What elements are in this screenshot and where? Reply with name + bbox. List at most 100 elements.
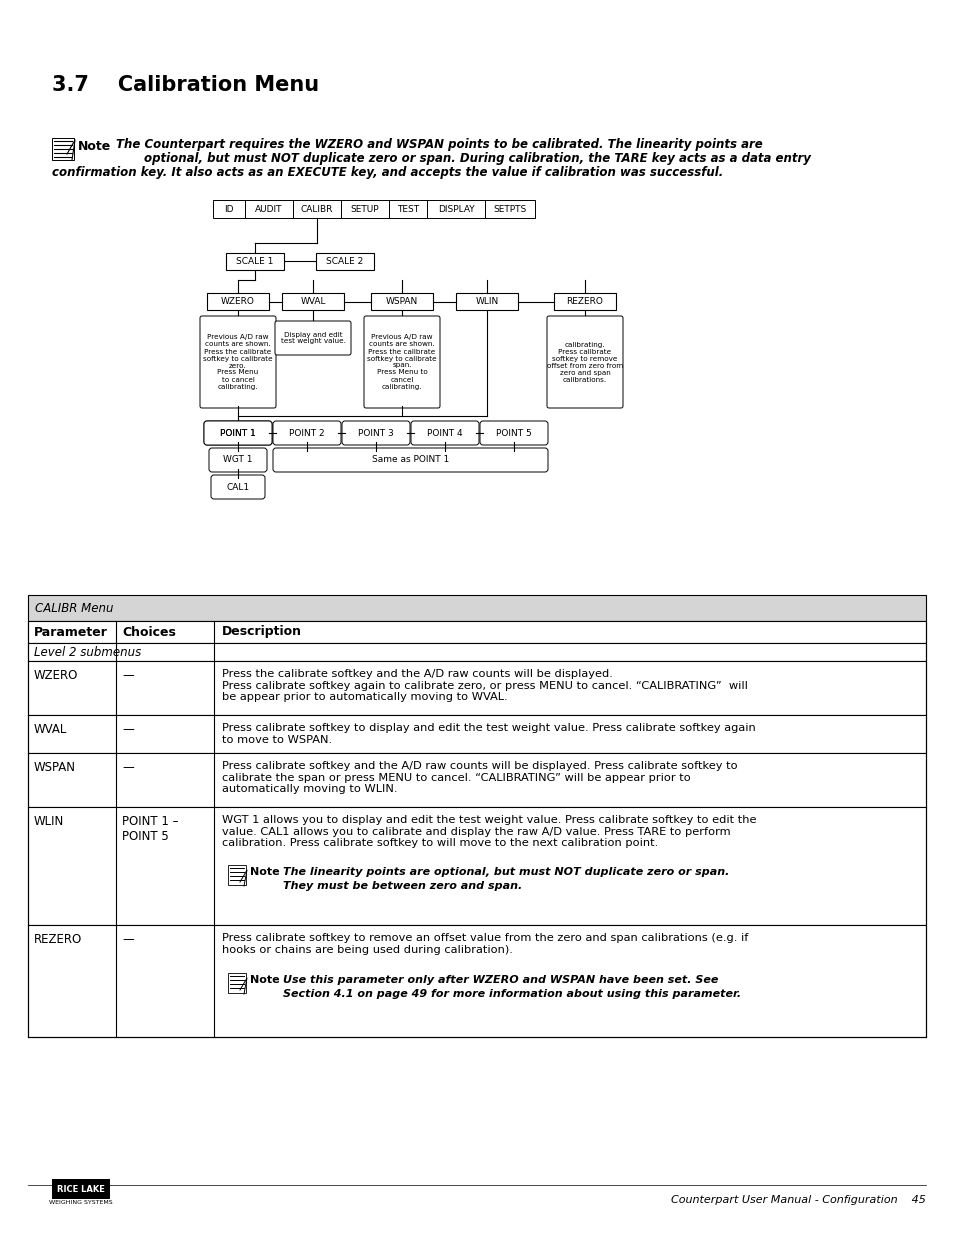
Text: Choices: Choices: [122, 625, 175, 638]
Bar: [456, 293, 517, 310]
FancyBboxPatch shape: [204, 421, 272, 445]
FancyBboxPatch shape: [273, 448, 547, 472]
Text: Press calibrate softkey to display and edit the test weight value. Press calibra: Press calibrate softkey to display and e…: [222, 722, 755, 745]
Text: POINT 4: POINT 4: [427, 429, 462, 437]
Text: WEIGHING SYSTEMS: WEIGHING SYSTEMS: [50, 1200, 112, 1205]
Text: CAL1: CAL1: [226, 483, 250, 492]
Text: POINT 3: POINT 3: [357, 429, 394, 437]
FancyBboxPatch shape: [411, 421, 478, 445]
Text: Counterpart User Manual - Configuration    45: Counterpart User Manual - Configuration …: [670, 1195, 925, 1205]
Text: REZERO: REZERO: [34, 932, 82, 946]
FancyBboxPatch shape: [204, 421, 272, 445]
Text: Use this parameter only after WZERO and WSPAN have been set. See: Use this parameter only after WZERO and …: [283, 974, 718, 986]
FancyBboxPatch shape: [364, 316, 439, 408]
Text: SCALE 2: SCALE 2: [326, 257, 363, 266]
Text: 3.7    Calibration Menu: 3.7 Calibration Menu: [52, 75, 319, 95]
Text: CALIBR Menu: CALIBR Menu: [35, 601, 113, 615]
Text: Note: Note: [78, 140, 112, 153]
Text: POINT 2: POINT 2: [289, 429, 324, 437]
Text: WLIN: WLIN: [475, 296, 498, 306]
Bar: [371, 293, 433, 310]
Text: They must be between zero and span.: They must be between zero and span.: [283, 881, 521, 890]
Bar: [315, 252, 374, 269]
Bar: [28, 753, 925, 806]
Text: POINT 1: POINT 1: [220, 429, 255, 437]
Bar: [484, 200, 535, 219]
Text: Previous A/D raw
counts are shown.
Press the calibrate
softkey to calibrate
span: Previous A/D raw counts are shown. Press…: [367, 335, 436, 389]
Text: Press the calibrate softkey and the A/D raw counts will be displayed.
Press cali: Press the calibrate softkey and the A/D …: [222, 669, 747, 703]
Text: The Counterpart requires the WZERO and WSPAN points to be calibrated. The linear: The Counterpart requires the WZERO and W…: [116, 138, 762, 151]
Text: WVAL: WVAL: [34, 722, 68, 736]
Text: AUDIT: AUDIT: [255, 205, 282, 214]
Bar: [293, 200, 340, 219]
Text: WVAL: WVAL: [300, 296, 325, 306]
Text: confirmation key. It also acts as an EXECUTE key, and accepts the value if calib: confirmation key. It also acts as an EXE…: [52, 165, 722, 179]
Text: Press calibrate softkey and the A/D raw counts will be displayed. Press calibrat: Press calibrate softkey and the A/D raw …: [222, 761, 737, 794]
FancyBboxPatch shape: [341, 421, 410, 445]
Bar: [28, 806, 925, 925]
Text: Display and edit
test weight value.: Display and edit test weight value.: [280, 331, 345, 345]
FancyBboxPatch shape: [479, 421, 547, 445]
Text: Same as POINT 1: Same as POINT 1: [372, 456, 449, 464]
Text: Note: Note: [250, 867, 279, 877]
Bar: [245, 200, 293, 219]
Bar: [28, 925, 925, 1037]
Bar: [340, 200, 389, 219]
Text: CALIBR: CALIBR: [300, 205, 333, 214]
Text: WGT 1 allows you to display and edit the test weight value. Press calibrate soft: WGT 1 allows you to display and edit the…: [222, 815, 756, 848]
Bar: [554, 293, 616, 310]
Text: ID: ID: [224, 205, 233, 214]
Text: SCALE 1: SCALE 1: [236, 257, 274, 266]
Text: WZERO: WZERO: [221, 296, 254, 306]
Text: Description: Description: [222, 625, 302, 638]
Bar: [228, 973, 246, 993]
Bar: [52, 138, 74, 161]
Text: optional, but must NOT duplicate zero or span. During calibration, the TARE key : optional, but must NOT duplicate zero or…: [144, 152, 810, 165]
Text: SETUP: SETUP: [351, 205, 379, 214]
Text: Previous A/D raw
counts are shown.
Press the calibrate
softkey to calibrate
zero: Previous A/D raw counts are shown. Press…: [203, 335, 273, 389]
Text: The linearity points are optional, but must NOT duplicate zero or span.: The linearity points are optional, but m…: [283, 867, 729, 877]
Text: TEST: TEST: [396, 205, 418, 214]
Bar: [226, 252, 284, 269]
Text: POINT 5: POINT 5: [496, 429, 532, 437]
Text: WZERO: WZERO: [34, 669, 78, 682]
Text: POINT 1: POINT 1: [220, 429, 255, 437]
Bar: [28, 643, 925, 661]
Bar: [28, 661, 925, 715]
Text: Press calibrate softkey to remove an offset value from the zero and span calibra: Press calibrate softkey to remove an off…: [222, 932, 747, 955]
Text: RICE LAKE: RICE LAKE: [57, 1184, 105, 1193]
Bar: [28, 595, 925, 621]
FancyBboxPatch shape: [209, 448, 267, 472]
Text: Note: Note: [250, 974, 279, 986]
FancyBboxPatch shape: [200, 316, 275, 408]
Text: WGT 1: WGT 1: [223, 456, 253, 464]
Bar: [28, 715, 925, 753]
Text: —: —: [122, 932, 133, 946]
Bar: [228, 864, 246, 885]
Text: DISPLAY: DISPLAY: [437, 205, 474, 214]
Text: WLIN: WLIN: [34, 815, 64, 827]
Text: POINT 1 –
POINT 5: POINT 1 – POINT 5: [122, 815, 178, 844]
Bar: [427, 200, 484, 219]
Bar: [207, 293, 269, 310]
Text: —: —: [122, 669, 133, 682]
FancyBboxPatch shape: [274, 321, 351, 354]
Text: WSPAN: WSPAN: [34, 761, 76, 774]
Text: WSPAN: WSPAN: [385, 296, 417, 306]
FancyBboxPatch shape: [546, 316, 622, 408]
Text: REZERO: REZERO: [566, 296, 603, 306]
FancyBboxPatch shape: [273, 421, 340, 445]
FancyBboxPatch shape: [211, 475, 265, 499]
Text: Parameter: Parameter: [34, 625, 108, 638]
Text: Level 2 submenus: Level 2 submenus: [34, 646, 141, 658]
Text: calibrating.
Press calibrate
softkey to remove
offset from zero from
zero and sp: calibrating. Press calibrate softkey to …: [546, 342, 622, 383]
Text: —: —: [122, 761, 133, 774]
Text: Section 4.1 on page 49 for more information about using this parameter.: Section 4.1 on page 49 for more informat…: [283, 989, 740, 999]
Bar: [52, 1179, 110, 1199]
Text: SETPTS: SETPTS: [493, 205, 526, 214]
Bar: [213, 200, 245, 219]
Bar: [389, 200, 427, 219]
Bar: [28, 621, 925, 643]
Bar: [282, 293, 344, 310]
Text: —: —: [122, 722, 133, 736]
